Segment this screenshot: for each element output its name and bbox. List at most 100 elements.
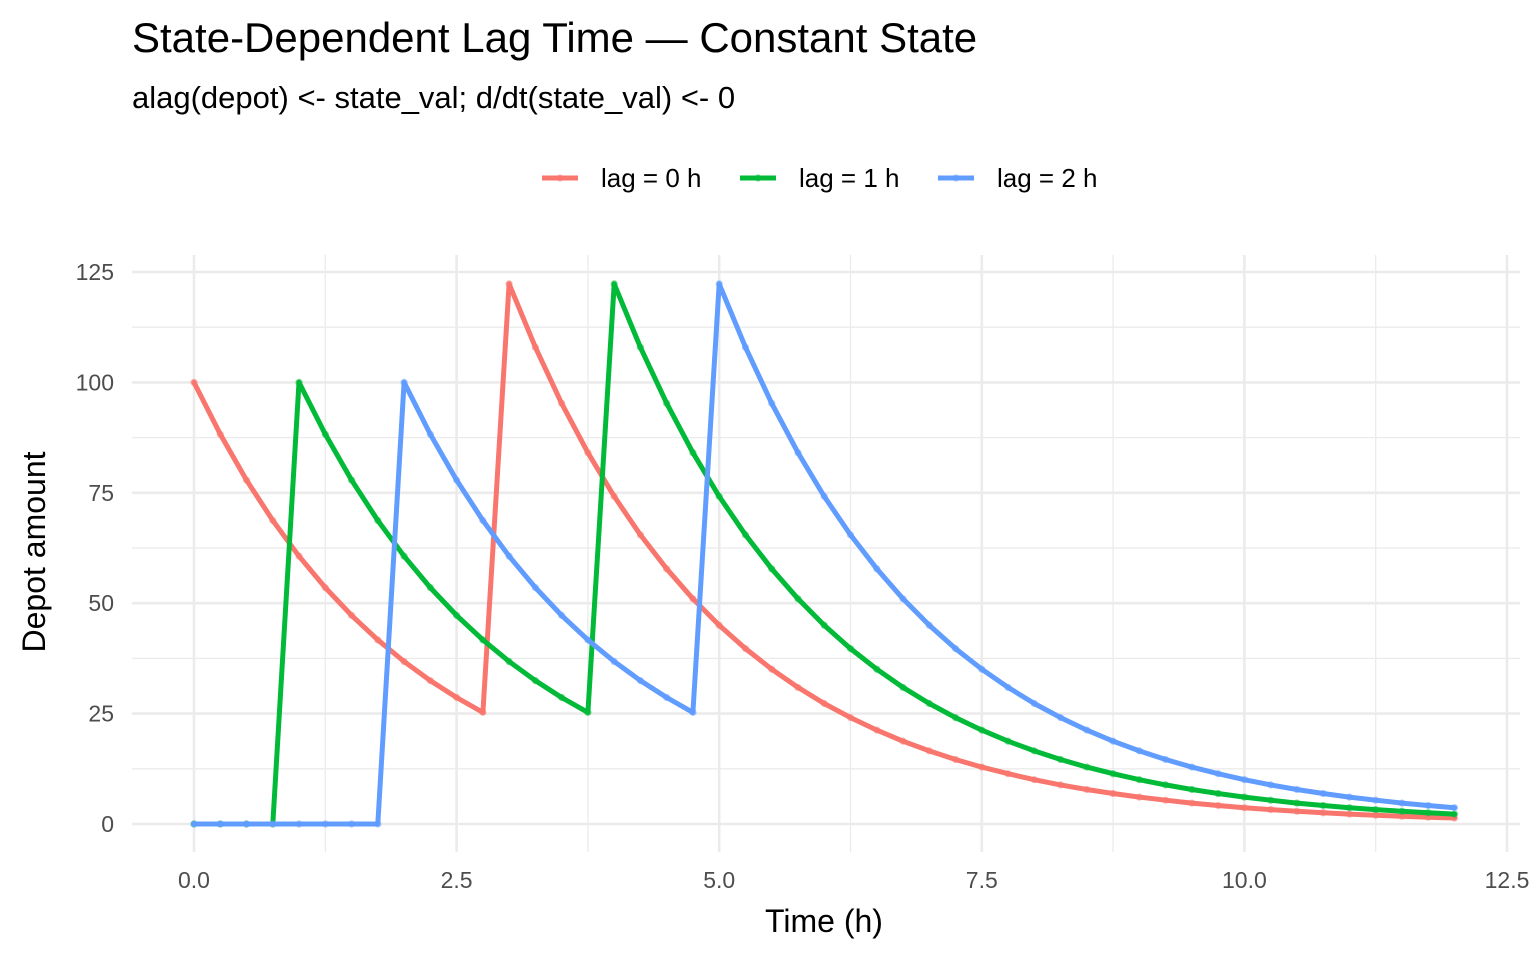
data-point	[1240, 793, 1248, 801]
data-point	[1319, 801, 1327, 810]
data-point	[820, 621, 828, 629]
y-tick-label: 75	[88, 480, 114, 506]
y-axis-title: Depot amount	[16, 451, 52, 652]
chart-subtitle: alag(depot) <- state_val; d/dt(state_val…	[132, 80, 735, 115]
data-point	[347, 476, 356, 484]
data-point	[794, 449, 802, 457]
data-point	[1109, 737, 1117, 745]
data-point	[479, 708, 487, 716]
series-layer	[190, 280, 1459, 828]
data-point	[741, 343, 750, 351]
x-axis-ticks: 0.0 2.5 5.0 7.5 10.0 12.5	[178, 867, 1529, 893]
data-point	[663, 399, 671, 407]
data-point	[1135, 793, 1143, 801]
data-point	[899, 595, 907, 603]
data-point	[768, 665, 776, 673]
x-tick-label: 5.0	[703, 867, 735, 893]
data-point	[820, 492, 828, 500]
data-point	[636, 677, 645, 685]
data-point	[768, 399, 776, 407]
data-point	[374, 516, 382, 525]
data-point	[400, 378, 408, 386]
data-point	[741, 531, 750, 539]
data-point	[1056, 755, 1065, 764]
data-point	[584, 708, 592, 716]
data-point	[558, 611, 566, 619]
data-point	[925, 747, 933, 755]
data-point	[925, 621, 933, 629]
data-point	[1004, 683, 1012, 692]
y-tick-label: 25	[88, 701, 114, 727]
data-point	[1083, 726, 1091, 734]
data-point	[820, 699, 828, 708]
data-point	[295, 820, 303, 828]
data-point	[1162, 796, 1170, 804]
data-point	[321, 820, 329, 828]
data-point	[978, 763, 986, 771]
data-point	[269, 820, 277, 828]
data-point	[951, 755, 960, 764]
data-point	[715, 492, 723, 500]
data-point	[689, 449, 697, 457]
data-point	[1398, 807, 1406, 815]
data-point	[715, 280, 723, 288]
data-point	[1162, 781, 1170, 789]
data-point	[584, 636, 592, 644]
data-point	[1319, 809, 1327, 817]
data-point	[636, 531, 645, 539]
data-point	[1214, 789, 1222, 798]
data-point	[242, 820, 251, 828]
data-point	[794, 683, 802, 692]
data-point	[1004, 737, 1012, 745]
data-point	[347, 820, 356, 828]
data-point	[1083, 785, 1091, 794]
y-tick-label: 50	[88, 590, 114, 616]
data-point	[741, 645, 750, 653]
data-point	[426, 584, 434, 592]
data-point	[1162, 755, 1170, 764]
data-point	[190, 820, 198, 828]
data-point	[1083, 763, 1091, 771]
data-point	[479, 636, 487, 644]
data-point	[689, 595, 697, 603]
y-axis-ticks: 0 25 50 75 100 125	[76, 259, 114, 837]
legend-item: lag = 1 h	[740, 163, 899, 193]
data-point	[1056, 781, 1065, 789]
data-point	[374, 820, 382, 828]
data-point	[899, 737, 907, 745]
data-point	[1319, 789, 1327, 798]
data-point	[846, 531, 855, 539]
data-point	[1188, 799, 1196, 807]
data-point	[1450, 810, 1459, 818]
data-point	[1293, 807, 1301, 815]
data-point	[978, 726, 986, 734]
data-point	[1188, 763, 1196, 771]
data-point	[453, 611, 461, 619]
data-point	[1267, 796, 1275, 804]
data-point	[1188, 785, 1196, 794]
legend: lag = 0 h lag = 1 h lag = 2 h	[542, 163, 1097, 193]
data-point	[1240, 776, 1248, 784]
data-point	[873, 565, 881, 573]
chart-title: State-Dependent Lag Time — Constant Stat…	[132, 14, 977, 61]
data-point	[347, 611, 356, 619]
data-point	[610, 492, 618, 500]
y-tick-label: 100	[76, 369, 114, 395]
data-point	[1030, 699, 1038, 708]
data-point	[400, 657, 408, 666]
data-point	[1450, 804, 1459, 812]
data-point	[1372, 811, 1380, 819]
data-point	[978, 665, 986, 673]
data-point	[1345, 810, 1354, 818]
data-point	[295, 378, 303, 386]
data-point	[321, 584, 329, 592]
data-point	[715, 621, 723, 629]
y-tick-label: 0	[101, 811, 114, 837]
data-point	[794, 595, 802, 603]
data-point	[505, 657, 513, 666]
legend-label: lag = 2 h	[997, 163, 1097, 193]
data-point	[426, 430, 434, 438]
data-point	[453, 693, 461, 702]
data-point	[1372, 796, 1380, 804]
